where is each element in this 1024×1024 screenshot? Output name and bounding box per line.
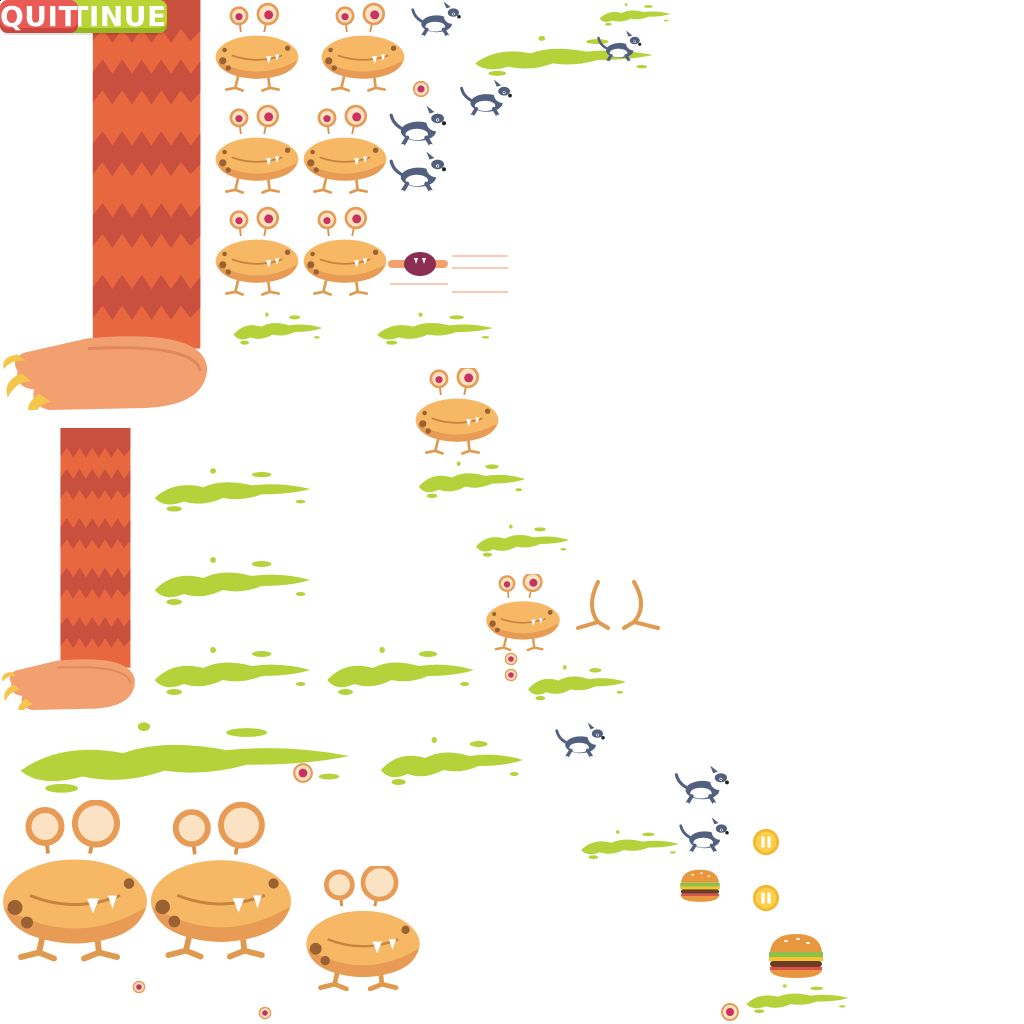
monster-sprite [212, 104, 302, 200]
monster-sprite [412, 368, 502, 458]
slime-splat [228, 308, 328, 348]
slime-splat [372, 730, 532, 790]
monster-sprite [212, 2, 302, 98]
dog-sprite [666, 764, 742, 810]
pause-coin-icon[interactable] [752, 884, 780, 912]
monster-sprite [478, 574, 568, 654]
eye-icon [132, 980, 146, 994]
slime-splat [318, 640, 483, 700]
dog-sprite [678, 812, 734, 862]
eye-icon [504, 668, 518, 682]
monster-legs-fragment [576, 580, 660, 630]
slime-splat [145, 462, 320, 516]
burger-icon [766, 932, 826, 978]
slime-splat [145, 550, 320, 610]
eye-icon [504, 652, 518, 666]
eye-icon [258, 1006, 272, 1020]
dog-sprite [596, 24, 646, 72]
slime-splat [370, 308, 500, 348]
slime-splat [575, 826, 685, 862]
giant-leg-sprite-small [0, 428, 140, 710]
monster-sprite [212, 206, 302, 302]
slime-splat [522, 660, 632, 704]
dog-sprite [452, 78, 524, 122]
monster-big-sprite [0, 800, 150, 970]
monster-mouth-fragment [388, 252, 508, 293]
slime-splat [412, 456, 532, 502]
monster-sprite [318, 2, 408, 98]
dog-sprite [554, 716, 610, 768]
slime-splat [145, 640, 320, 700]
quit-button[interactable]: QUIT [0, 0, 79, 33]
eye-icon [292, 762, 314, 784]
eye-icon [412, 80, 430, 98]
monster-sprite [300, 206, 390, 302]
dog-sprite [410, 0, 466, 42]
eye-icon [720, 1002, 740, 1022]
slime-splat [740, 980, 855, 1016]
monster-sprite [300, 104, 390, 200]
slime-splat-wide [0, 712, 370, 800]
monster-big-sprite [148, 800, 294, 970]
dog-sprite [388, 104, 452, 152]
slime-splat [470, 520, 575, 560]
burger-icon [678, 868, 722, 902]
dog-sprite [388, 150, 452, 198]
pause-coin-icon[interactable] [752, 828, 780, 856]
giant-leg-sprite [0, 0, 215, 410]
monster-big-sprite [290, 866, 436, 996]
